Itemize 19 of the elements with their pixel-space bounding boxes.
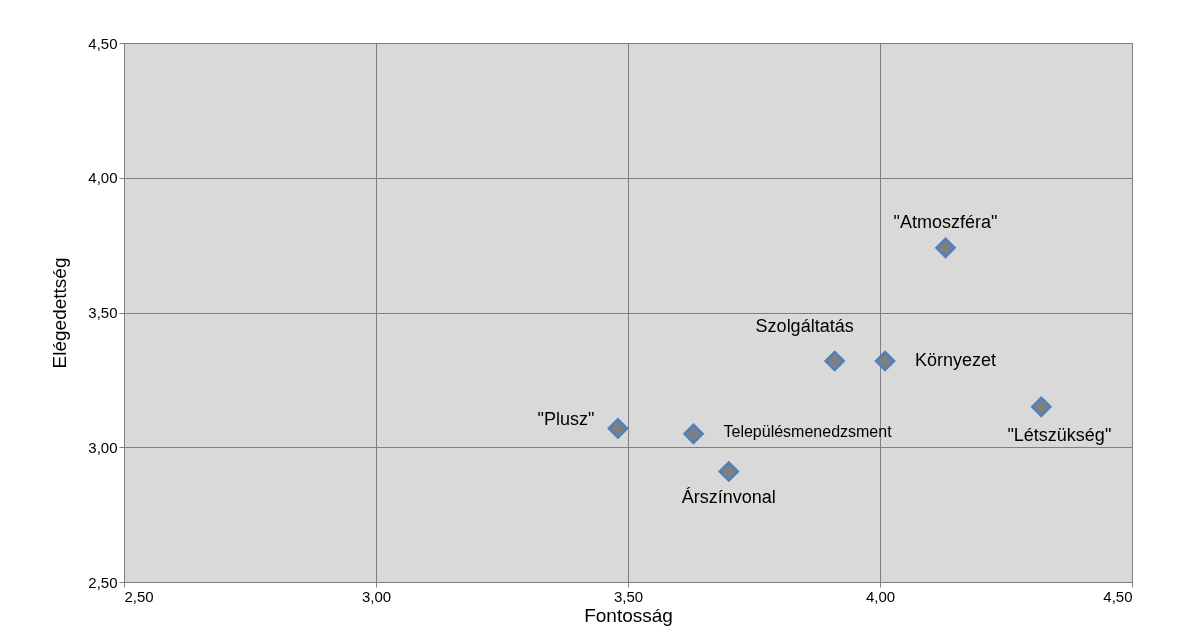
y-tick-label: 2,50 (88, 573, 118, 591)
x-tick-label: 3,50 (613, 587, 644, 605)
x-tick-label: 4,00 (865, 587, 896, 605)
y-tick-label: 4,50 (88, 34, 118, 52)
x-tick-label: 4,50 (1103, 587, 1133, 605)
y-tick-label: 3,00 (88, 438, 118, 456)
x-axis-title: Fontosság (584, 604, 673, 626)
y-axis-title: Elégedettség (49, 257, 71, 369)
annotation: "Atmoszféra" (893, 211, 998, 232)
annotation: "Létszükség" (1007, 424, 1112, 445)
annotation: Településmenedzsment (723, 422, 893, 440)
annotation: Környezet (915, 350, 997, 371)
x-tick-label: 2,50 (124, 587, 154, 605)
y-tick-label: 3,50 (88, 304, 118, 321)
x-tick-label: 3,00 (361, 587, 392, 605)
annotation: Árszínvonal (681, 486, 776, 507)
annotation: "Plusz" (537, 409, 595, 430)
y-tick-label: 4,00 (88, 169, 118, 187)
annotation: Szolgáltatás (755, 316, 854, 337)
